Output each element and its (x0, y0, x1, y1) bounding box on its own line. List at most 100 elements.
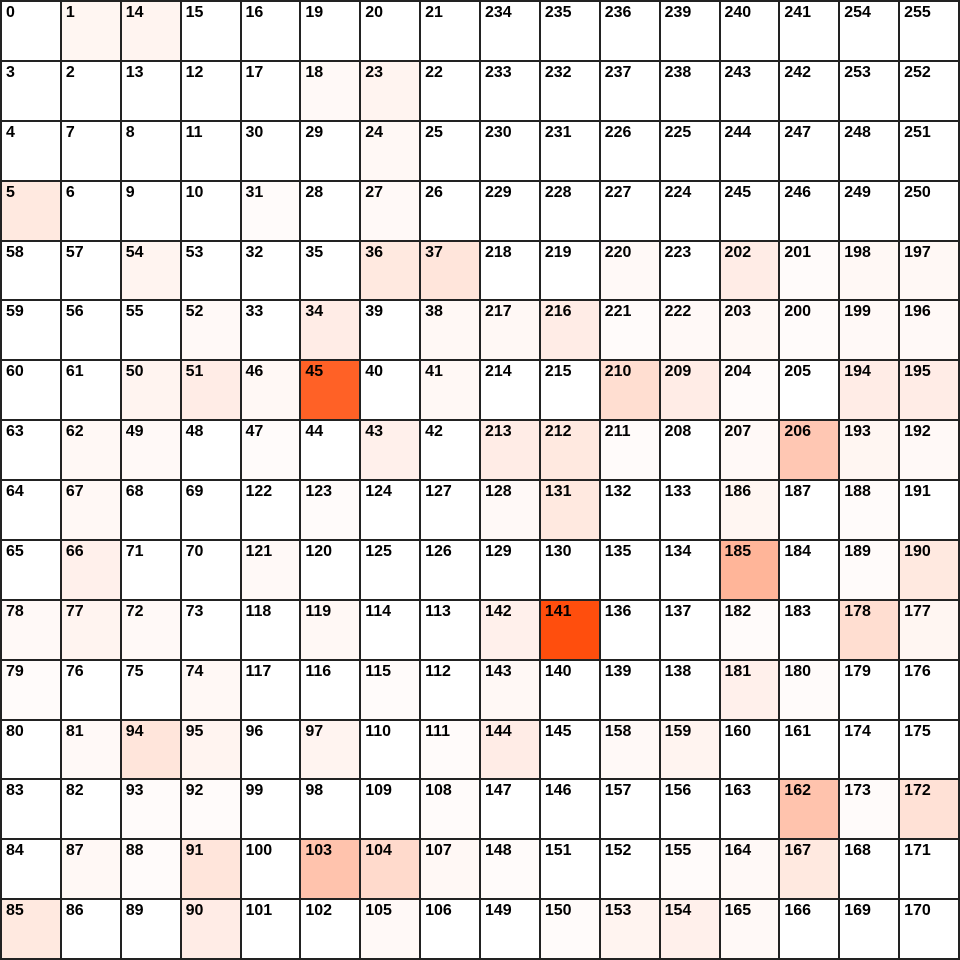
grid-cell: 151 (540, 840, 599, 899)
grid-cell: 34 (301, 301, 360, 360)
grid-cell: 106 (421, 900, 479, 958)
grid-cell: 142 (481, 600, 539, 659)
grid-cell: 69 (181, 481, 240, 539)
grid-cell: 23 (361, 61, 420, 120)
grid-cell: 97 (301, 720, 360, 779)
grid-cell: 158 (600, 720, 659, 779)
grid-cell: 58 (2, 241, 60, 300)
grid-cell: 208 (660, 421, 719, 479)
grid-cell: 112 (421, 660, 479, 719)
grid-cell: 65 (2, 540, 60, 599)
grid-cell: 128 (481, 481, 539, 539)
grid-cell: 99 (241, 780, 300, 839)
grid-cell: 153 (600, 900, 659, 958)
grid-cell: 107 (421, 840, 479, 899)
grid-cell: 81 (61, 720, 120, 779)
grid-cell: 53 (181, 241, 240, 300)
grid-cell: 193 (840, 421, 899, 479)
grid-cell: 70 (181, 540, 240, 599)
grid-cell: 197 (900, 241, 958, 300)
grid-cell: 129 (481, 540, 539, 599)
grid-cell: 146 (540, 780, 599, 839)
grid-cell: 101 (241, 900, 300, 958)
grid-cell: 87 (61, 840, 120, 899)
grid-cell: 252 (900, 61, 958, 120)
grid-cell: 80 (2, 720, 60, 779)
grid-cell: 44 (301, 421, 360, 479)
grid-cell: 4 (2, 121, 60, 180)
grid-cell: 123 (301, 481, 360, 539)
grid-cell: 100 (241, 840, 300, 899)
grid-cell: 54 (121, 241, 180, 300)
grid-cell: 41 (421, 361, 479, 420)
grid-cell: 210 (600, 361, 659, 420)
grid-cell: 120 (301, 540, 360, 599)
grid-cell: 75 (121, 660, 180, 719)
grid-cell: 228 (540, 181, 599, 240)
grid-cell: 245 (720, 181, 779, 240)
grid-cell: 96 (241, 720, 300, 779)
grid-cell: 21 (421, 2, 479, 60)
grid-cell: 10 (181, 181, 240, 240)
grid-cell: 115 (361, 660, 420, 719)
grid-cell: 215 (540, 361, 599, 420)
grid-cell: 199 (840, 301, 899, 360)
grid-cell: 50 (121, 361, 180, 420)
grid-cell: 51 (181, 361, 240, 420)
grid-cell: 202 (720, 241, 779, 300)
grid-cell: 12 (181, 61, 240, 120)
grid-cell: 232 (540, 61, 599, 120)
grid-cell: 214 (481, 361, 539, 420)
grid-cell: 157 (600, 780, 659, 839)
grid-cell: 86 (61, 900, 120, 958)
grid-cell: 62 (61, 421, 120, 479)
grid-cell: 91 (181, 840, 240, 899)
grid-cell: 141 (540, 600, 599, 659)
grid-cell: 207 (720, 421, 779, 479)
grid-cell: 187 (780, 481, 839, 539)
grid-cell: 43 (361, 421, 420, 479)
grid-cell: 74 (181, 660, 240, 719)
grid-cell: 135 (600, 540, 659, 599)
grid-cell: 11 (181, 121, 240, 180)
grid-cell: 224 (660, 181, 719, 240)
grid-cell: 237 (600, 61, 659, 120)
grid-cell: 3 (2, 61, 60, 120)
grid-cell: 216 (540, 301, 599, 360)
grid-cell: 249 (840, 181, 899, 240)
grid-cell: 32 (241, 241, 300, 300)
grid-cell: 195 (900, 361, 958, 420)
grid-cell: 220 (600, 241, 659, 300)
grid-cell: 162 (780, 780, 839, 839)
grid-cell: 138 (660, 660, 719, 719)
grid-cell: 130 (540, 540, 599, 599)
grid-cell: 77 (61, 600, 120, 659)
grid-cell: 110 (361, 720, 420, 779)
grid-cell: 49 (121, 421, 180, 479)
grid-cell: 247 (780, 121, 839, 180)
grid-cell: 83 (2, 780, 60, 839)
grid-cell: 133 (660, 481, 719, 539)
grid-cell: 127 (421, 481, 479, 539)
grid-cell: 165 (720, 900, 779, 958)
grid-cell: 2 (61, 61, 120, 120)
grid-cell: 0 (2, 2, 60, 60)
grid-cell: 192 (900, 421, 958, 479)
grid-cell: 194 (840, 361, 899, 420)
grid-cell: 211 (600, 421, 659, 479)
grid-cell: 213 (481, 421, 539, 479)
grid-cell: 63 (2, 421, 60, 479)
grid-cell: 68 (121, 481, 180, 539)
grid-cell: 219 (540, 241, 599, 300)
grid-cell: 137 (660, 600, 719, 659)
grid-cell: 145 (540, 720, 599, 779)
grid-cell: 67 (61, 481, 120, 539)
grid-cell: 118 (241, 600, 300, 659)
grid-cell: 177 (900, 600, 958, 659)
grid-cell: 38 (421, 301, 479, 360)
grid-cell: 26 (421, 181, 479, 240)
grid-cell: 233 (481, 61, 539, 120)
grid-cell: 188 (840, 481, 899, 539)
grid-cell: 125 (361, 540, 420, 599)
grid-cell: 71 (121, 540, 180, 599)
